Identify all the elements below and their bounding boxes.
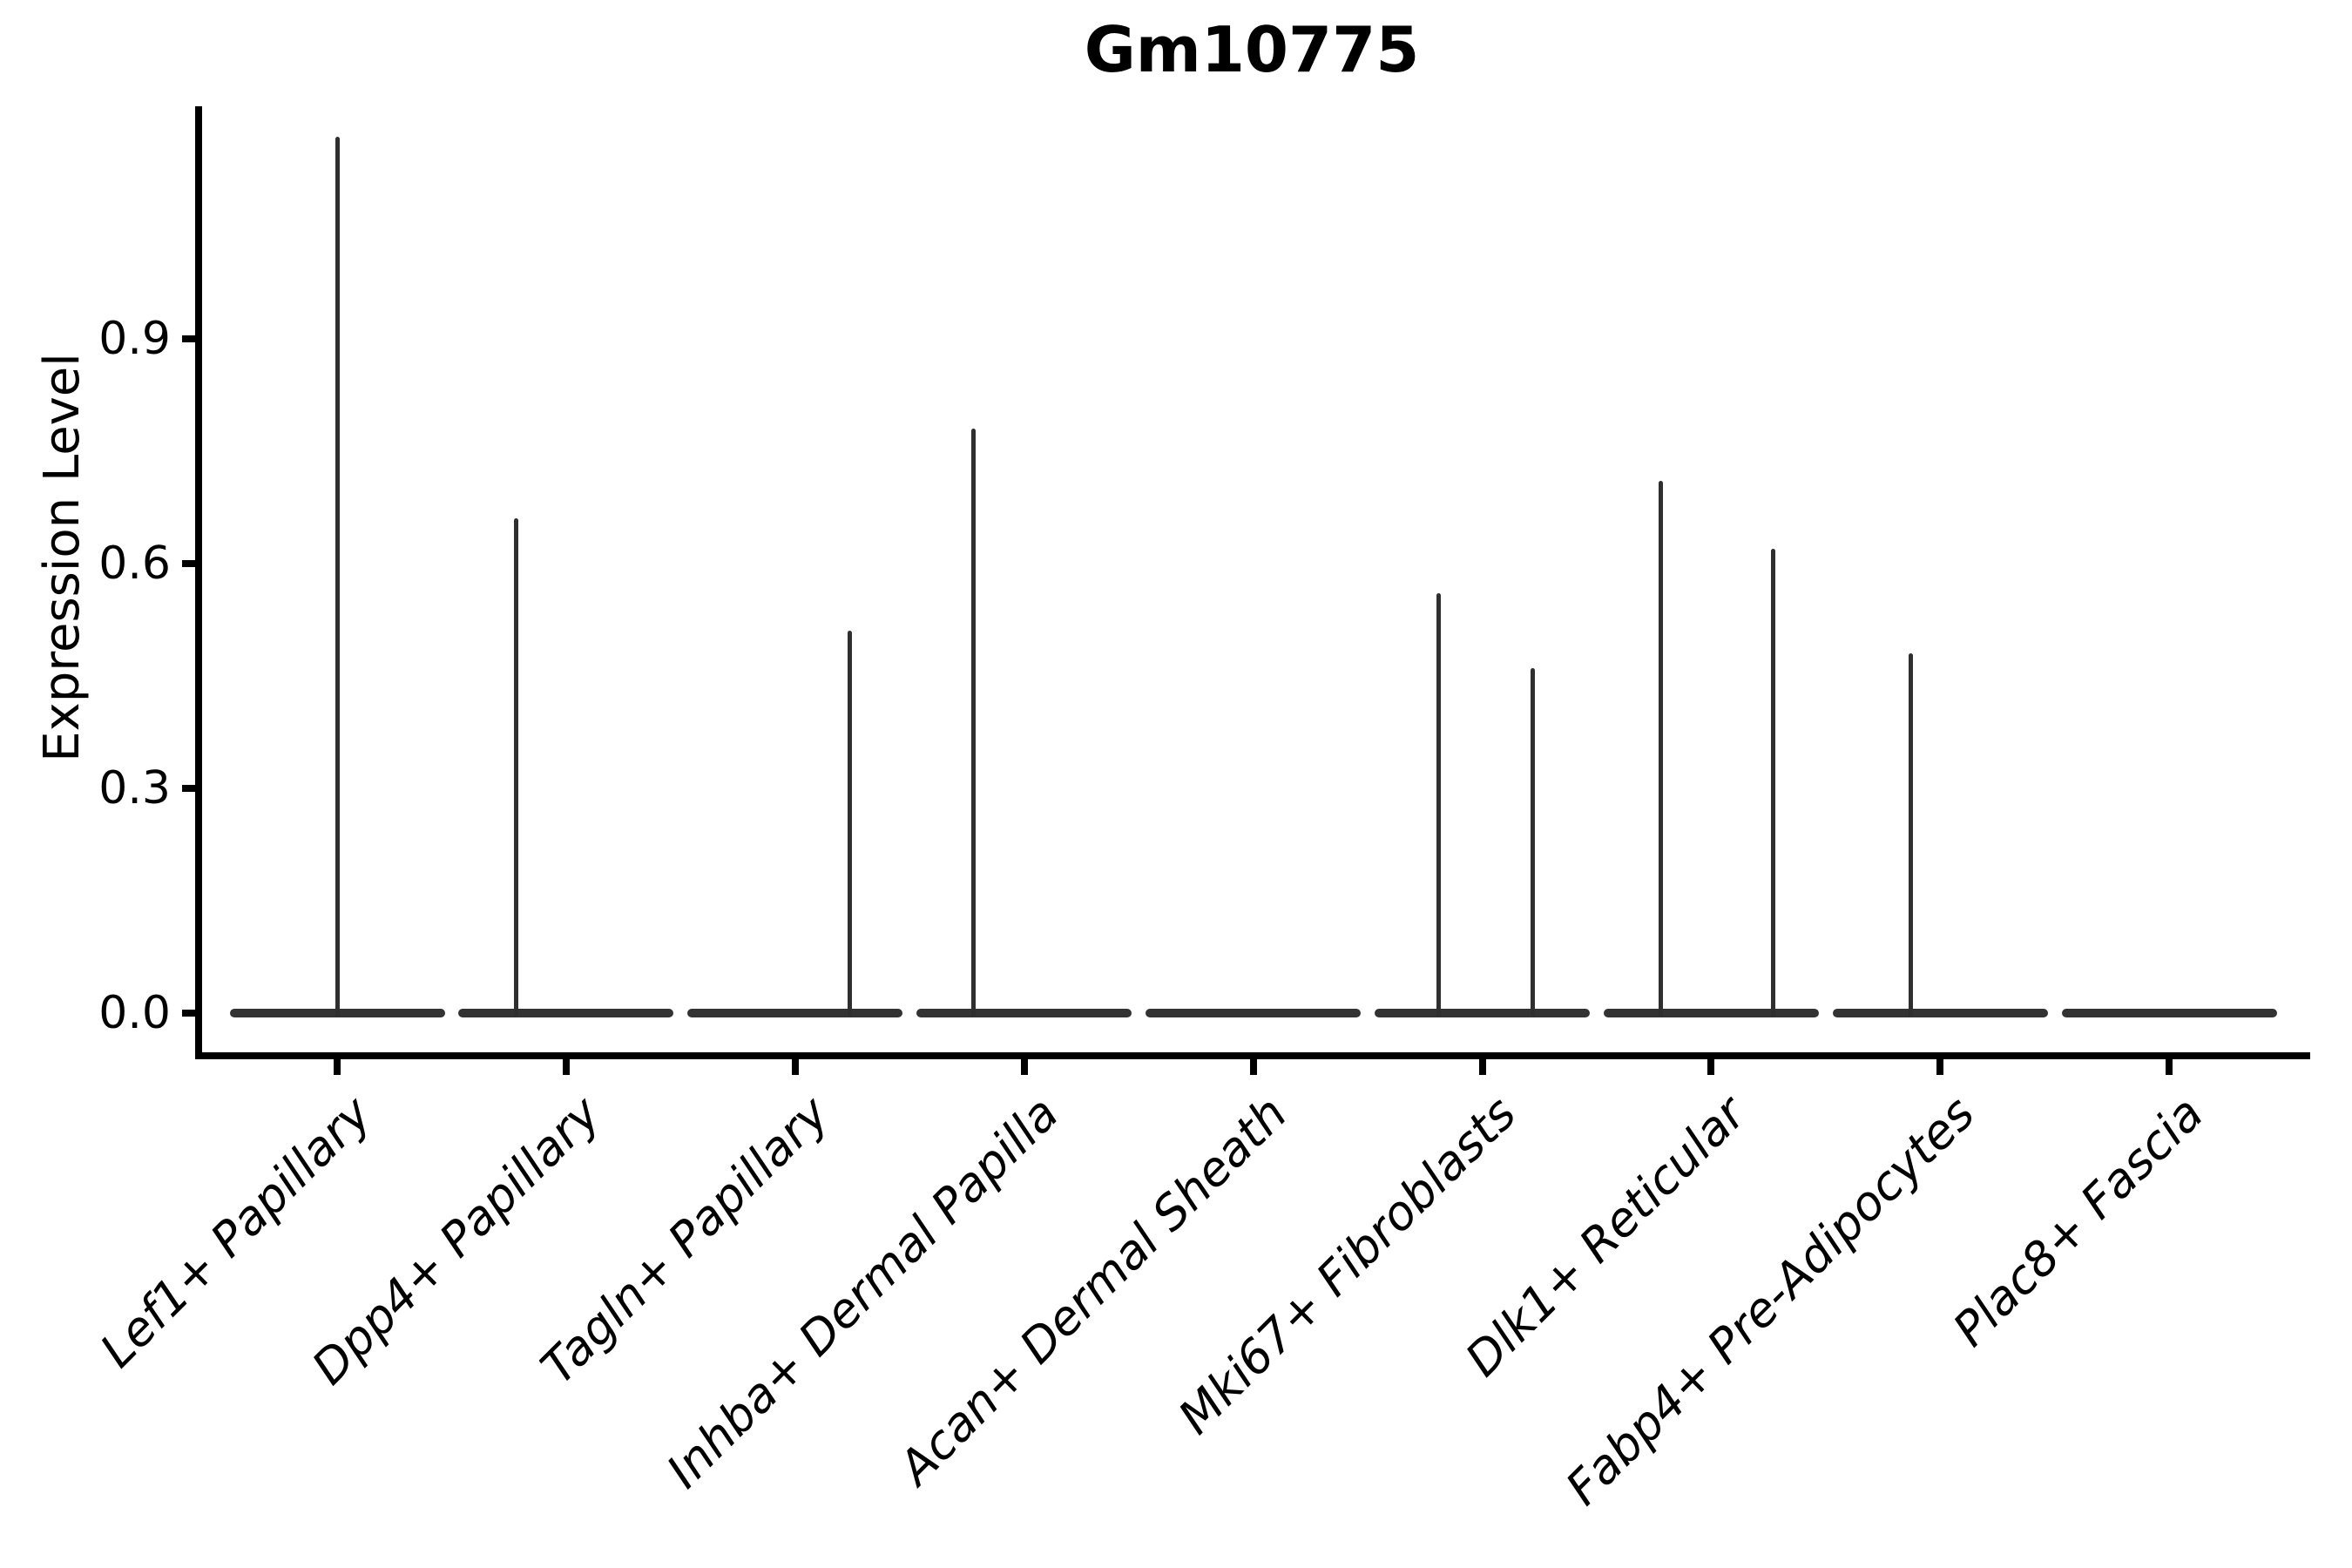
x-tick-label: Plac8+ Fascia <box>1942 1085 2214 1357</box>
x-tick <box>791 1059 799 1075</box>
violin-base <box>1832 1009 2048 1017</box>
x-tick <box>1707 1059 1715 1075</box>
y-axis-spine <box>195 106 202 1059</box>
violin-spike <box>1770 548 1775 1017</box>
violin-spike <box>335 136 340 1017</box>
chart-title: Gm10775 <box>1084 13 1420 86</box>
x-tick <box>1478 1059 1486 1075</box>
x-tick <box>1249 1059 1257 1075</box>
y-tick <box>182 785 195 792</box>
x-tick-label: Inhba+ Dermal Papilla <box>655 1085 1069 1499</box>
x-tick <box>334 1059 341 1075</box>
y-tick <box>182 560 195 567</box>
violin-spike <box>1908 653 1913 1017</box>
x-tick <box>1020 1059 1028 1075</box>
violin-spike <box>1530 668 1535 1017</box>
y-tick <box>182 335 195 342</box>
x-tick <box>2166 1059 2173 1075</box>
violin-base <box>687 1009 903 1017</box>
x-tick <box>562 1059 570 1075</box>
violin-spike <box>1436 593 1442 1017</box>
x-tick-label: Acan+ Dermal Sheath <box>888 1085 1298 1496</box>
violin-base <box>1375 1009 1590 1017</box>
y-tick-label: 0.0 <box>98 987 171 1039</box>
violin-spike <box>1659 481 1664 1017</box>
violin-base <box>1603 1009 1819 1017</box>
x-tick <box>1936 1059 1944 1075</box>
y-axis-label: Expression Level <box>34 353 91 762</box>
x-axis-spine <box>195 1052 2310 1059</box>
y-tick-label: 0.9 <box>98 313 171 365</box>
violin-spike <box>513 518 518 1017</box>
x-tick-label: Fabp4+ Pre-Adipocytes <box>1554 1085 1985 1516</box>
violin-base <box>2061 1009 2277 1017</box>
violin-base <box>1146 1009 1362 1017</box>
y-tick <box>182 1010 195 1017</box>
y-tick-label: 0.6 <box>98 537 171 590</box>
violin-spike <box>848 631 853 1017</box>
y-tick-label: 0.3 <box>98 762 171 814</box>
violin-base <box>458 1009 674 1017</box>
violin-base <box>916 1009 1132 1017</box>
violin-spike <box>971 429 977 1017</box>
